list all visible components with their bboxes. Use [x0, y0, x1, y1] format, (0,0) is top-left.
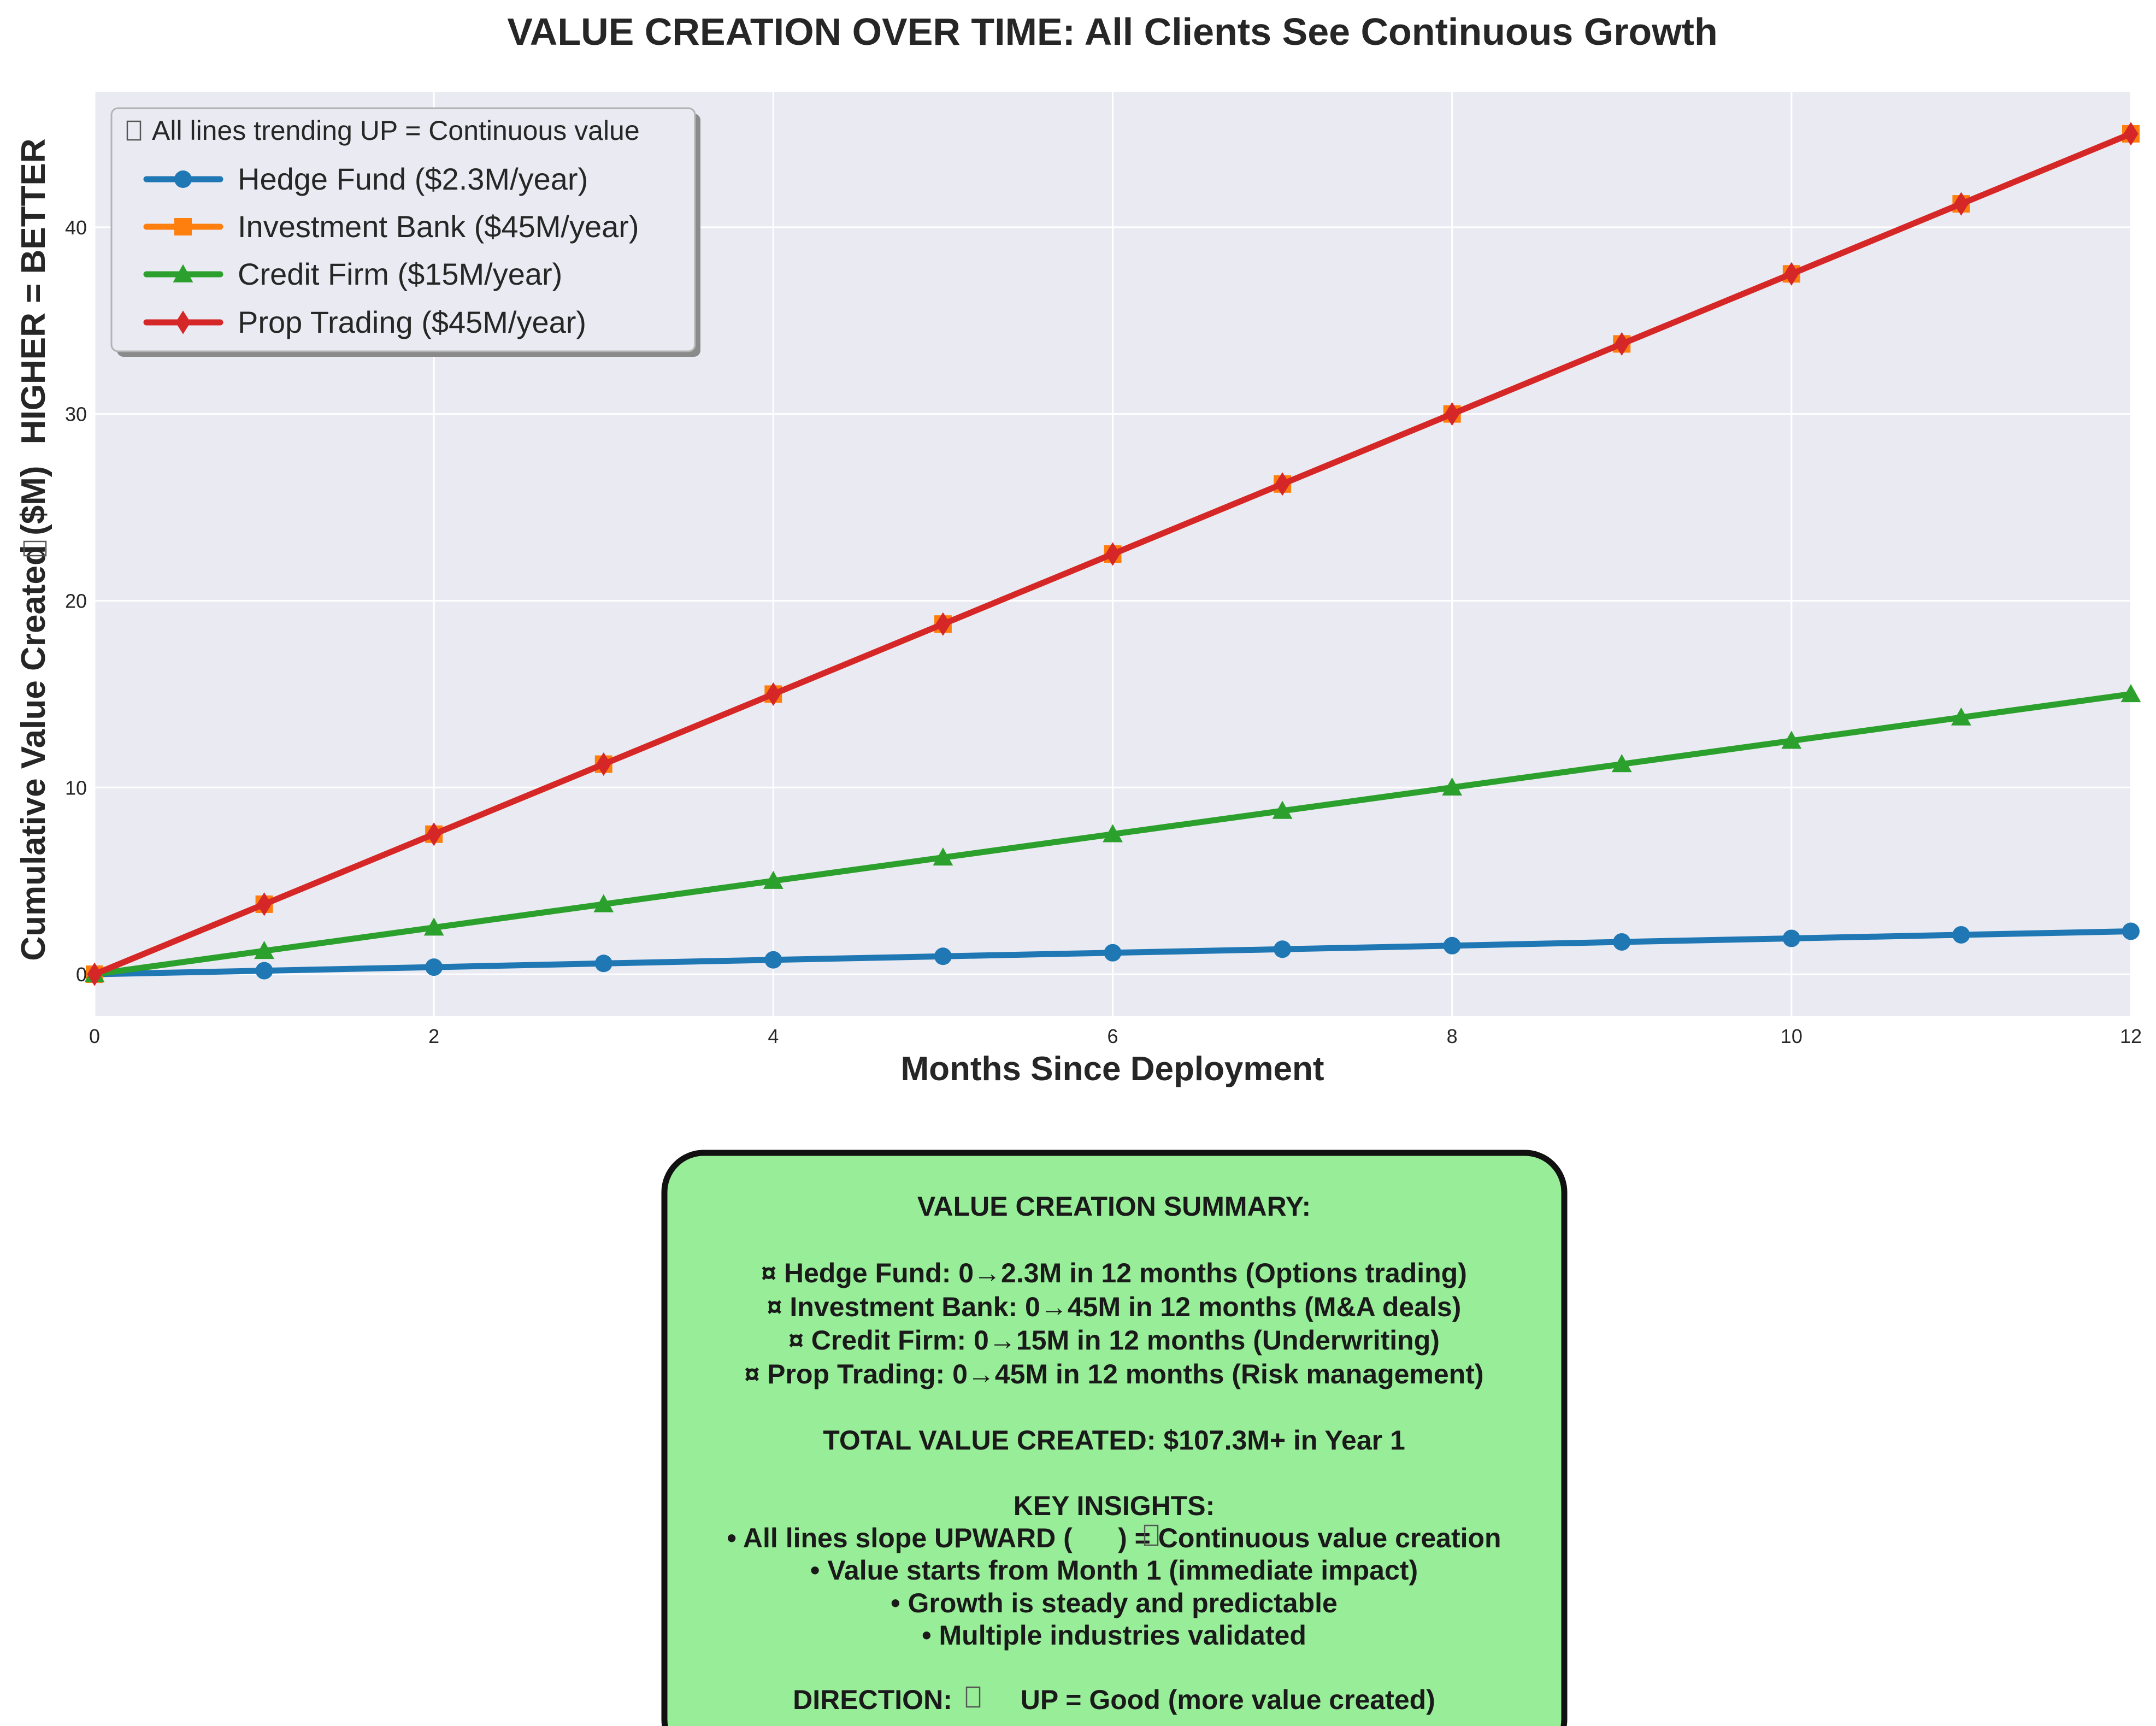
- data-point: [1781, 731, 1802, 749]
- summary-box: VALUE CREATION SUMMARY: ¤ Hedge Fund: 0→…: [661, 1150, 1568, 1726]
- x-tick-label: 10: [1781, 1025, 1802, 1047]
- data-point: [1614, 332, 1629, 356]
- data-point: [256, 892, 272, 916]
- data-point: [2122, 922, 2140, 940]
- data-point: [1272, 800, 1293, 819]
- data-point: [425, 958, 443, 976]
- upward-arrow-glyph: [1144, 1524, 1159, 1546]
- summary-insight-steady: • Growth is steady and predictable: [891, 1588, 1338, 1618]
- data-point: [2123, 122, 2139, 146]
- data-point: [1442, 777, 1463, 796]
- data-point: [1613, 933, 1631, 951]
- x-tick-label: 12: [2120, 1025, 2142, 1047]
- data-point: [935, 612, 951, 636]
- x-tick-label: 8: [1447, 1025, 1458, 1047]
- y-axis-label-text: Cumulative Value Created ($M): [15, 466, 52, 961]
- data-point: [255, 962, 273, 980]
- legend-entries: Hedge Fund ($2.3M/year) Investment Bank (…: [143, 162, 639, 339]
- legend-swatch-marker: [174, 218, 192, 235]
- y-tick-label: 20: [65, 590, 87, 612]
- legend-label: Prop Trading ($45M/year): [238, 305, 586, 339]
- data-point: [2120, 684, 2141, 703]
- summary-insight-industries: • Multiple industries validated: [922, 1620, 1306, 1651]
- data-point: [1952, 926, 1970, 944]
- data-point: [1784, 262, 1799, 286]
- x-tick-label: 0: [89, 1025, 100, 1047]
- data-point: [1105, 542, 1121, 566]
- y-axis-label: Cumulative Value Created ($M) HIGHER = B…: [15, 138, 52, 961]
- svg-text:Cumulative Value Created ($M): Cumulative Value Created ($M) HIGHER = B…: [15, 138, 52, 961]
- direction-arrow-glyph: [965, 1686, 981, 1708]
- data-point: [254, 940, 274, 959]
- data-point: [594, 955, 612, 973]
- x-axis-label: Months Since Deployment: [900, 1050, 1324, 1088]
- data-point: [1104, 944, 1122, 962]
- summary-insights-heading: KEY INSIGHTS:: [1014, 1491, 1215, 1521]
- data-point: [933, 847, 953, 866]
- x-tick-label: 4: [768, 1025, 779, 1047]
- legend-swatch-marker: [174, 170, 192, 188]
- legend-swatch-marker: [173, 264, 193, 282]
- summary-client-prop-trading: ¤ Prop Trading: 0→45M in 12 months (Risk…: [744, 1359, 1483, 1389]
- data-point: [1953, 192, 1969, 216]
- summary-client-hedge-fund: ¤ Hedge Fund: 0→2.3M in 12 months (Optio…: [761, 1258, 1467, 1288]
- tick-labels: 0 2 4 6 8 10 12 0 10 20 30 40: [65, 216, 2142, 1047]
- data-point: [1274, 940, 1292, 958]
- y-axis-label-suffix: HIGHER = BETTER: [15, 138, 52, 444]
- y-axis-arrow-glyph: [23, 540, 47, 557]
- x-tick-label: 6: [1107, 1025, 1118, 1047]
- series-triangle: [84, 684, 2141, 982]
- data-point: [764, 951, 782, 969]
- data-point: [426, 822, 441, 846]
- data-point: [596, 752, 611, 776]
- summary-total: TOTAL VALUE CREATED: $107.3M+ in Year 1: [823, 1425, 1405, 1456]
- data-point: [87, 962, 102, 986]
- summary-client-investment-bank: ¤ Investment Bank: 0→45M in 12 months (M…: [767, 1292, 1462, 1322]
- summary-insight-month-1: • Value starts from Month 1 (immediate i…: [810, 1555, 1418, 1586]
- series-thin-diamond: [87, 122, 2139, 986]
- chart-title: VALUE CREATION OVER TIME: All Clients Se…: [507, 10, 1717, 53]
- y-tick-label: 40: [65, 216, 87, 239]
- legend-title: All lines trending UP = Continuous value: [152, 115, 640, 146]
- legend-title-glyph: [126, 120, 142, 141]
- data-point: [765, 682, 781, 706]
- series-layer: [84, 122, 2141, 986]
- data-point: [1103, 824, 1123, 843]
- data-point: [1951, 707, 1971, 726]
- data-point: [1611, 754, 1632, 773]
- summary-panel: [661, 1150, 1568, 1726]
- y-tick-label: 0: [76, 963, 87, 986]
- data-point: [1275, 472, 1290, 496]
- data-point: [1445, 402, 1460, 426]
- legend-label: Hedge Fund ($2.3M/year): [238, 162, 588, 196]
- data-point: [934, 947, 952, 965]
- data-point: [763, 870, 784, 889]
- data-point: [1443, 936, 1461, 955]
- y-tick-label: 10: [65, 776, 87, 799]
- legend: All lines trending UP = Continuous value…: [110, 107, 700, 357]
- summary-client-credit-firm: ¤ Credit Firm: 0→15M in 12 months (Under…: [788, 1325, 1440, 1356]
- y-tick-label: 30: [65, 403, 87, 426]
- summary-insight-upward: • All lines slope UPWARD (MM) = Continuo…: [727, 1523, 1501, 1553]
- summary-heading: VALUE CREATION SUMMARY:: [917, 1191, 1311, 1222]
- legend-label: Investment Bank ($45M/year): [238, 209, 639, 244]
- legend-swatch-marker: [175, 310, 191, 334]
- data-point: [593, 894, 614, 912]
- legend-frame: [110, 107, 696, 352]
- summary-direction: DIRECTION:MMMUP = Good (more value creat…: [793, 1684, 1435, 1715]
- data-point: [1782, 929, 1800, 947]
- data-point: [423, 917, 444, 936]
- x-tick-label: 2: [428, 1025, 439, 1047]
- legend-label: Credit Firm ($15M/year): [238, 257, 562, 291]
